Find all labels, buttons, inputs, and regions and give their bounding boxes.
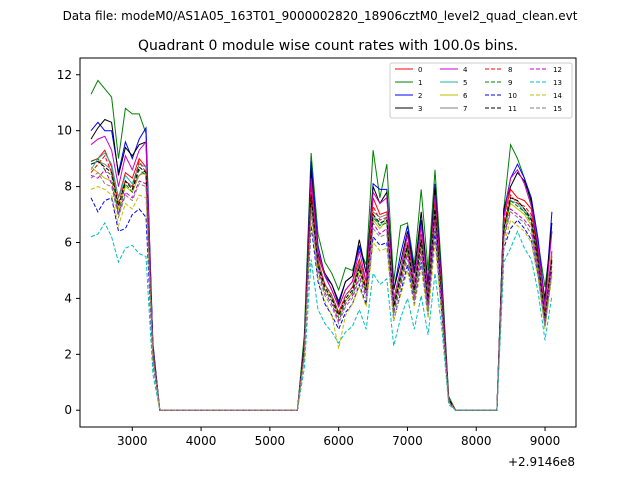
x-tick-label: 6000 — [323, 434, 354, 448]
y-tick-label: 6 — [64, 236, 72, 250]
y-tick-label: 4 — [64, 291, 72, 305]
legend-label-1: 1 — [418, 79, 422, 87]
y-tick-label: 8 — [64, 180, 72, 194]
legend-label-10: 10 — [508, 92, 517, 100]
x-axis: 3000 4000 5000 6000 7000 8000 9000 — [117, 427, 560, 448]
legend-label-7: 7 — [463, 105, 467, 113]
x-offset-label: +2.9146e8 — [508, 455, 575, 469]
legend-label-0: 0 — [418, 66, 422, 74]
series-line-module-15 — [90, 171, 553, 411]
legend-label-2: 2 — [418, 92, 422, 100]
legend-label-9: 9 — [508, 79, 512, 87]
series-line-module-8 — [90, 154, 553, 411]
legend-frame — [389, 62, 573, 119]
figure-suptitle: Data file: modeM0/AS1A05_163T01_90000028… — [63, 9, 578, 23]
legend-label-4: 4 — [463, 66, 468, 74]
y-tick-label: 12 — [57, 68, 72, 82]
legend-label-5: 5 — [463, 79, 467, 87]
chart-title: Quadrant 0 module wise count rates with … — [138, 38, 518, 54]
y-axis: 0 2 4 6 8 10 12 — [57, 68, 80, 417]
legend-label-15: 15 — [553, 105, 562, 113]
legend-label-12: 12 — [553, 66, 562, 74]
x-tick-label: 8000 — [461, 434, 492, 448]
x-tick-label: 3000 — [117, 434, 148, 448]
y-tick-label: 10 — [57, 124, 72, 138]
legend-label-6: 6 — [463, 92, 468, 100]
legend-label-3: 3 — [418, 105, 422, 113]
x-tick-label: 7000 — [392, 434, 423, 448]
legend-label-11: 11 — [508, 105, 517, 113]
y-tick-label: 2 — [64, 347, 72, 361]
x-tick-label: 4000 — [186, 434, 217, 448]
series-layer — [90, 79, 553, 411]
series-line-module-12 — [90, 168, 553, 411]
y-tick-label: 0 — [64, 403, 72, 417]
legend-label-13: 13 — [553, 79, 562, 87]
x-tick-label: 9000 — [530, 434, 561, 448]
legend-label-14: 14 — [553, 92, 562, 100]
legend-label-8: 8 — [508, 66, 512, 74]
x-tick-label: 5000 — [255, 434, 286, 448]
